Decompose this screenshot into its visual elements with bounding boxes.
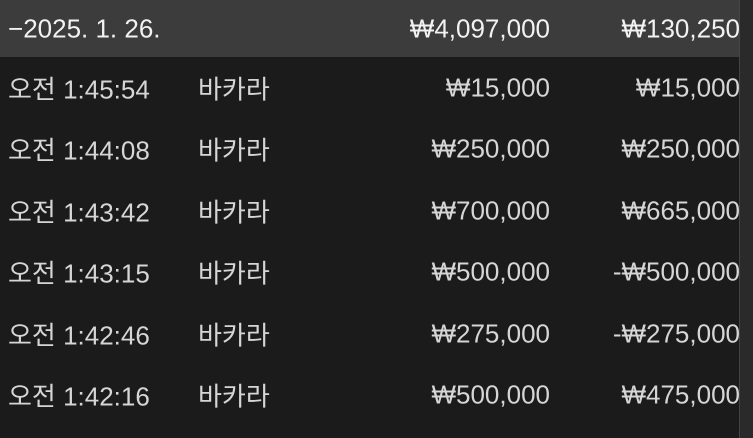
- transaction-list: 오전 1:45:54 바카라 ₩15,000 ₩15,000 오전 1:44:0…: [0, 57, 740, 426]
- table-row[interactable]: 오전 1:44:08 바카라 ₩250,000 ₩250,000: [0, 119, 740, 181]
- row-amount: ₩500,000: [431, 379, 550, 410]
- row-result: -₩275,000: [612, 318, 740, 349]
- vertical-scrollbar[interactable]: [739, 0, 753, 438]
- row-game: 바카라: [198, 258, 270, 289]
- table-row[interactable]: 오전 1:42:16 바카라 ₩500,000 ₩475,000: [0, 365, 740, 427]
- row-amount: ₩15,000: [445, 72, 550, 103]
- row-result: ₩665,000: [621, 195, 740, 226]
- group-total-result: ₩130,250: [621, 13, 740, 43]
- row-time: 오전 1:44:08: [8, 135, 150, 166]
- collapse-toggle[interactable]: −: [8, 13, 24, 43]
- row-game: 바카라: [198, 135, 270, 166]
- row-game: 바카라: [198, 197, 270, 228]
- row-amount: ₩275,000: [431, 318, 550, 349]
- group-date[interactable]: −2025. 1. 26.: [8, 13, 161, 44]
- row-result: ₩250,000: [621, 133, 740, 164]
- row-result: -₩500,000: [612, 256, 740, 287]
- group-date-text: 2025. 1. 26.: [23, 13, 161, 43]
- row-result: ₩475,000: [621, 379, 740, 410]
- row-amount: ₩700,000: [431, 195, 550, 226]
- table-row[interactable]: 오전 1:43:42 바카라 ₩700,000 ₩665,000: [0, 180, 740, 242]
- row-game: 바카라: [198, 320, 270, 351]
- date-group-header[interactable]: −2025. 1. 26. ₩4,097,000 ₩130,250: [0, 0, 740, 57]
- row-time: 오전 1:45:54: [8, 74, 150, 105]
- table-row[interactable]: 오전 1:42:46 바카라 ₩275,000 -₩275,000: [0, 303, 740, 365]
- row-time: 오전 1:43:15: [8, 258, 150, 289]
- row-game: 바카라: [198, 381, 270, 412]
- row-time: 오전 1:43:42: [8, 197, 150, 228]
- row-game: 바카라: [198, 74, 270, 105]
- row-amount: ₩500,000: [431, 256, 550, 287]
- group-total-amount: ₩4,097,000: [409, 13, 550, 43]
- row-result: ₩15,000: [635, 72, 740, 103]
- table-row[interactable]: 오전 1:45:54 바카라 ₩15,000 ₩15,000: [0, 57, 740, 119]
- table-row[interactable]: 오전 1:43:15 바카라 ₩500,000 -₩500,000: [0, 242, 740, 304]
- row-time: 오전 1:42:16: [8, 381, 150, 412]
- row-time: 오전 1:42:46: [8, 320, 150, 351]
- row-amount: ₩250,000: [431, 133, 550, 164]
